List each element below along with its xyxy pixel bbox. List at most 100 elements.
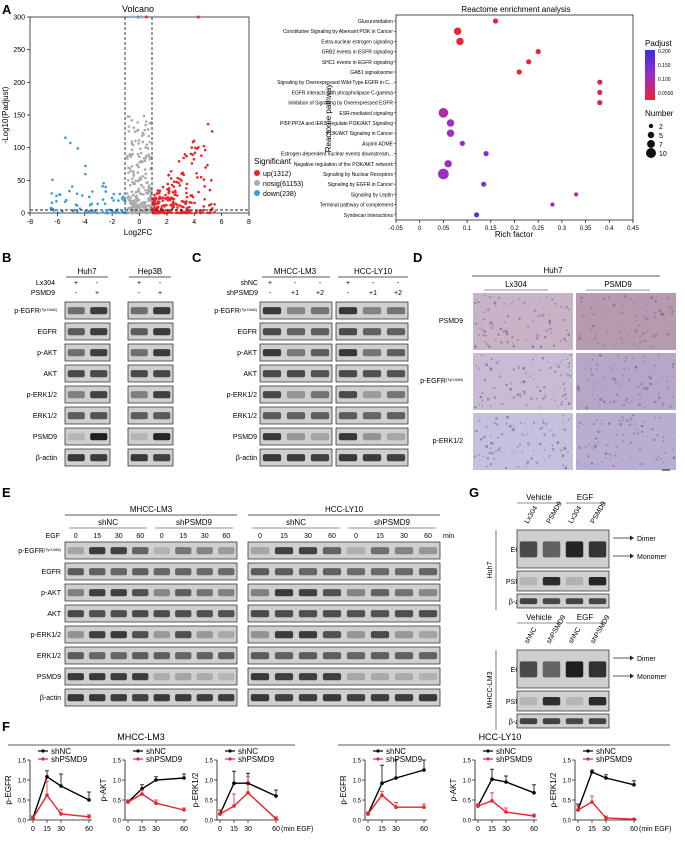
volcano-point — [179, 211, 183, 215]
volcano-point — [132, 126, 136, 130]
ihc-texture — [526, 432, 529, 435]
ihc-texture — [480, 437, 483, 440]
blot-g-treat-label: Vehicle — [526, 493, 552, 502]
blot-strip — [516, 713, 610, 729]
chart-series-line — [477, 778, 535, 807]
ihc-texture — [653, 364, 656, 368]
blot-strip — [247, 688, 441, 707]
blot-band — [362, 307, 382, 315]
volcano-point — [203, 185, 206, 188]
ihc-texture — [525, 466, 527, 469]
chart-xtick-label: 60 — [530, 826, 538, 833]
ihc-texture — [567, 365, 570, 369]
ihc-texture — [551, 448, 555, 451]
blot-band — [362, 391, 382, 399]
ihc-texture — [511, 428, 515, 432]
volcano-xtick-label: -2 — [109, 219, 115, 226]
ihc-texture — [662, 461, 665, 464]
ihc-texture — [660, 297, 662, 300]
volcano-point — [131, 180, 134, 184]
volcano-frame — [29, 16, 250, 214]
ihc-texture — [623, 405, 625, 407]
ihc-texture — [615, 446, 618, 448]
ihc-texture — [602, 423, 605, 425]
ihc-texture — [530, 457, 534, 460]
ihc-col-label: Lx304 — [505, 280, 527, 289]
volcano-point — [84, 164, 87, 168]
reactome-dot — [550, 202, 555, 207]
blot-band — [90, 370, 108, 378]
blot-band — [310, 391, 330, 399]
ihc-texture — [491, 451, 494, 455]
volcano-point — [134, 179, 138, 183]
ihc-texture — [617, 357, 620, 360]
ihc-image — [576, 293, 676, 350]
volcano-point — [206, 163, 209, 167]
blot-band — [196, 568, 213, 576]
ihc-texture — [549, 430, 551, 432]
ihc-texture — [600, 430, 603, 432]
line-chart-3: 0.0 0.5 1.0 1.5 0 15 30 60 (min EGF) p-ERK1/2 shNC… — [191, 747, 313, 833]
ihc-texture — [589, 328, 593, 332]
volcano-point — [102, 181, 105, 185]
volcano-point — [130, 148, 134, 152]
blot-band — [130, 391, 148, 399]
blot-row-label: PSMD9 — [439, 318, 463, 325]
blot-band — [322, 610, 342, 618]
blot-band — [153, 547, 170, 555]
blot-band — [132, 652, 149, 660]
chart-point — [31, 816, 35, 820]
blot-e-group-label: shPSMD9 — [374, 518, 411, 527]
ihc-texture — [645, 330, 648, 333]
number-legend-label: 2 — [659, 124, 663, 131]
ihc-texture — [647, 303, 649, 306]
chart-xlabel: (min EGF) — [639, 826, 671, 833]
ihc-texture — [605, 329, 609, 333]
volcano-point — [180, 179, 183, 182]
ihc-texture — [596, 363, 599, 366]
blot-band — [90, 454, 108, 462]
blot-band — [588, 697, 607, 706]
ihc-texture — [512, 343, 514, 345]
blot-band — [519, 577, 538, 586]
volcano-point — [197, 146, 200, 149]
ihc-col-label: PSMD9 — [604, 280, 632, 289]
ihc-texture — [671, 438, 673, 441]
blot-strip — [127, 343, 174, 362]
ihc-texture — [485, 425, 488, 428]
blot-row-label: β-actin — [236, 455, 257, 462]
blot-band — [338, 433, 358, 441]
blot-b-line-label: Hep3B — [138, 267, 162, 276]
chart-ylabel: p-EGFR — [339, 775, 348, 805]
chart-xtick-label: 0 — [366, 826, 370, 833]
blot-band — [338, 307, 358, 315]
ihc-texture — [608, 321, 611, 324]
ihc-texture — [482, 333, 485, 337]
blot-e-egf-label: EGF — [46, 533, 60, 540]
ihc-texture — [595, 437, 598, 440]
number-legend-label: 5 — [659, 133, 663, 140]
volcano-point — [202, 178, 206, 181]
ihc-texture — [518, 443, 522, 446]
ihc-texture — [560, 403, 563, 406]
chart-xtick-label: 15 — [488, 826, 496, 833]
blot-strip — [64, 385, 111, 404]
blot-band — [298, 547, 318, 555]
blot-row-label: p-AKT — [37, 350, 58, 357]
ihc-texture — [609, 366, 612, 369]
volcano-yticks: 0 50 100 150 200 250 300 — [13, 15, 30, 218]
reactome-frame — [395, 14, 634, 221]
blot-band — [362, 370, 382, 378]
blot-band — [386, 307, 406, 315]
blot-e-time: 30 — [115, 533, 123, 540]
volcano-point — [208, 188, 212, 192]
chart-xtick-label: 15 — [230, 826, 238, 833]
reactome-xtick-label: 0 — [418, 226, 422, 232]
blot-band — [67, 328, 85, 336]
blot-strip — [64, 301, 111, 320]
ihc-texture — [666, 332, 669, 336]
ihc-texture — [541, 357, 545, 360]
ihc-texture — [544, 395, 547, 398]
ihc-texture — [500, 451, 502, 453]
reactome-dot — [438, 168, 449, 180]
